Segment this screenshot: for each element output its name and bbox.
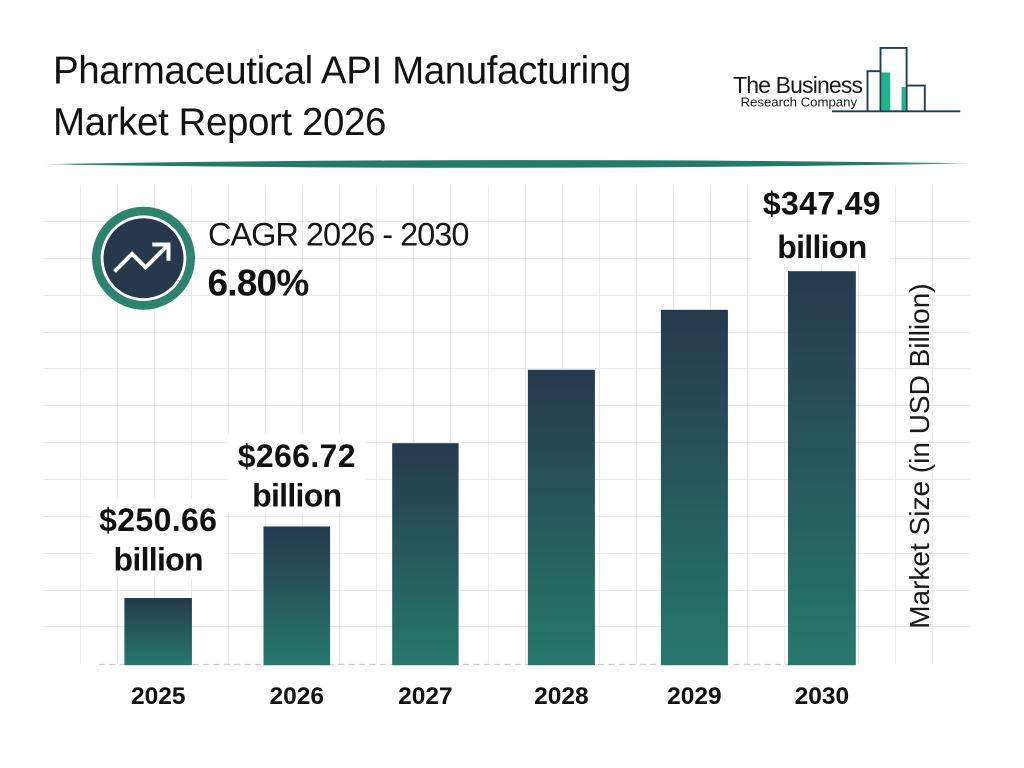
svg-text:$250.66: $250.66 xyxy=(99,502,217,538)
svg-text:6.80%: 6.80% xyxy=(208,262,309,303)
svg-text:Pharmaceutical API Manufacturi: Pharmaceutical API Manufacturing xyxy=(53,50,631,93)
svg-text:Market Report 2026: Market Report 2026 xyxy=(53,101,386,144)
svg-text:billion: billion xyxy=(114,542,203,578)
svg-text:CAGR 2026 - 2030: CAGR 2026 - 2030 xyxy=(208,217,468,253)
svg-text:2027: 2027 xyxy=(398,683,453,710)
svg-text:2026: 2026 xyxy=(270,683,325,710)
svg-text:billion: billion xyxy=(252,478,341,514)
svg-text:$266.72: $266.72 xyxy=(238,438,356,474)
svg-text:2030: 2030 xyxy=(795,683,850,710)
svg-text:2025: 2025 xyxy=(131,683,186,710)
svg-text:2028: 2028 xyxy=(534,683,589,710)
svg-text:The Business: The Business xyxy=(733,72,862,98)
svg-text:billion: billion xyxy=(777,229,866,265)
svg-text:$347.49: $347.49 xyxy=(763,186,881,222)
svg-text:Market Size (in USD Billion): Market Size (in USD Billion) xyxy=(904,283,935,628)
svg-text:2029: 2029 xyxy=(667,683,722,710)
svg-text:Research Company: Research Company xyxy=(741,94,858,109)
